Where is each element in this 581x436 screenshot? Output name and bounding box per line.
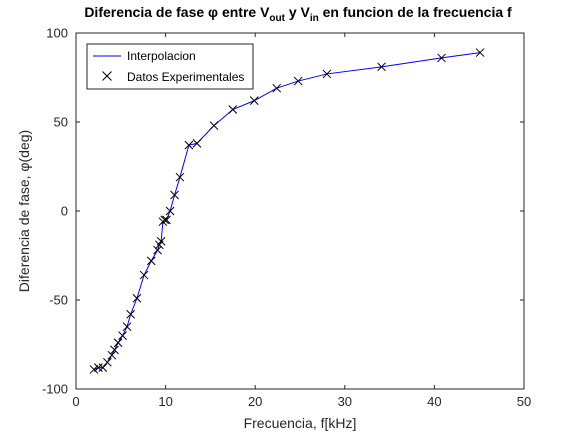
y-tick-label: 50 bbox=[54, 115, 68, 130]
x-tick-label: 30 bbox=[338, 394, 352, 409]
data-point-marker bbox=[165, 206, 175, 216]
legend-entry-interpolacion: Interpolacion bbox=[127, 49, 196, 63]
data-point-marker bbox=[153, 245, 162, 255]
y-tick-label: -100 bbox=[42, 382, 68, 397]
y-tick-label: -50 bbox=[49, 293, 68, 308]
y-tick-label: 100 bbox=[46, 26, 68, 41]
axis-ticks bbox=[75, 32, 525, 390]
data-point-marker bbox=[170, 190, 179, 200]
data-point-marker bbox=[228, 105, 238, 114]
legend-entry-datos-experimentales: Datos Experimentales bbox=[127, 70, 244, 84]
x-tick-label: 40 bbox=[427, 394, 441, 409]
data-point-marker bbox=[160, 215, 170, 225]
x-tick-label: 50 bbox=[517, 394, 531, 409]
data-point-marker bbox=[175, 172, 185, 182]
data-point-marker bbox=[107, 350, 117, 360]
plot-area bbox=[75, 32, 525, 390]
legend-marker-sample bbox=[102, 71, 112, 81]
x-axis-label: Frecuencia, f[kHz] bbox=[244, 415, 357, 431]
data-point-marker bbox=[126, 309, 136, 319]
data-point-marker bbox=[139, 270, 149, 280]
y-axis-label: Diferencia de fase, φ(deg) bbox=[16, 130, 32, 292]
data-point-marker bbox=[113, 338, 123, 348]
data-point-marker bbox=[122, 322, 132, 332]
data-point-marker bbox=[437, 53, 446, 63]
x-tick-label: 0 bbox=[72, 394, 79, 409]
data-point-marker bbox=[89, 365, 99, 374]
legend-x-marker bbox=[102, 71, 112, 81]
data-point-marker bbox=[249, 96, 259, 105]
data-point-marker bbox=[209, 121, 219, 130]
chart-title-sub-in: in bbox=[310, 13, 319, 24]
data-point-marker bbox=[110, 345, 119, 355]
data-point-marker bbox=[293, 76, 303, 86]
chart-title-middle: y V bbox=[285, 4, 311, 20]
data-point-marker bbox=[475, 48, 485, 57]
data-point-marker bbox=[272, 83, 282, 93]
chart-title-prefix: Diferencia de fase φ entre V bbox=[84, 4, 270, 20]
data-point-marker bbox=[118, 331, 127, 340]
data-point-marker bbox=[162, 215, 171, 225]
axis-tick-labels: 0 10 20 30 40 50 -100 -50 0 50 100 bbox=[42, 26, 531, 410]
chart-title: Diferencia de fase φ entre Vout y Vin en… bbox=[84, 4, 512, 24]
data-point-marker bbox=[184, 140, 194, 150]
data-point-marker bbox=[132, 293, 142, 303]
data-point-marker bbox=[98, 363, 108, 372]
x-tick-label: 20 bbox=[248, 394, 262, 409]
legend: Interpolacion Datos Experimentales bbox=[86, 43, 254, 90]
legend-box bbox=[86, 43, 254, 90]
data-point-marker bbox=[156, 236, 166, 246]
y-tick-label: 0 bbox=[61, 204, 68, 219]
data-point-marker bbox=[192, 139, 202, 148]
data-point-marker bbox=[103, 357, 112, 367]
chart-title-sub-out: out bbox=[269, 13, 285, 24]
series-layer bbox=[89, 48, 485, 374]
data-point-marker bbox=[377, 62, 386, 72]
series-markers-datos-experimentales bbox=[89, 48, 485, 374]
x-tick-label: 10 bbox=[158, 394, 172, 409]
data-point-marker bbox=[94, 363, 103, 372]
data-point-marker bbox=[146, 256, 156, 266]
data-point-marker bbox=[322, 69, 332, 79]
chart-title-suffix: en funcion de la frecuencia f bbox=[319, 4, 512, 20]
